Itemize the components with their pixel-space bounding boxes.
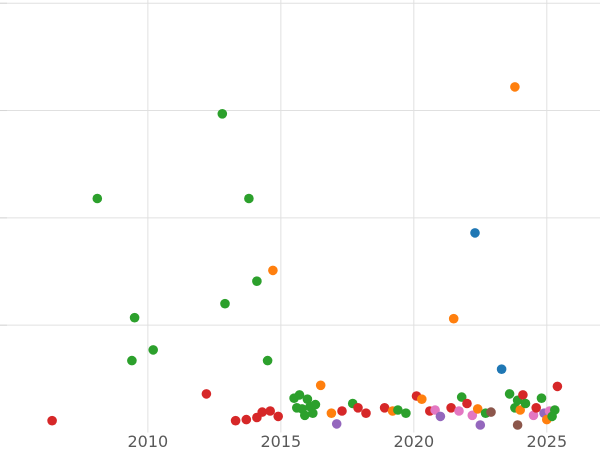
x-tick-label: 2010 (128, 432, 169, 450)
scatter-point (467, 410, 478, 421)
scatter-point (265, 406, 276, 416)
scatter-point (496, 364, 507, 375)
scatter-point (217, 109, 228, 119)
scatter-point (353, 403, 363, 413)
scatter-point (486, 407, 496, 417)
scatter-point (510, 82, 520, 92)
x-tick-label: 2020 (393, 432, 434, 450)
scatter-point (448, 313, 459, 324)
scatter-point (262, 355, 273, 366)
scatter-point (273, 411, 284, 422)
scatter-point (393, 405, 403, 415)
scatter-point (520, 398, 531, 409)
scatter-point (148, 345, 158, 355)
scatter-point (92, 193, 103, 204)
scatter-point (302, 394, 313, 405)
scatter-point (294, 390, 305, 400)
scatter-point (547, 411, 557, 422)
scatter-point (331, 419, 342, 429)
scatter-point (462, 398, 472, 409)
scatter-point (129, 312, 140, 323)
scatter-point (504, 389, 515, 399)
scatter-point (230, 415, 241, 426)
scatter-point (257, 407, 268, 417)
scatter-point (435, 411, 446, 422)
scatter-point (528, 410, 539, 421)
scatter-point (446, 403, 456, 413)
scatter-point (252, 276, 262, 287)
scatter-point (512, 420, 523, 430)
scatter-point (47, 415, 57, 426)
scatter-point (456, 392, 467, 402)
scatter-point (308, 408, 318, 419)
scatter-point (244, 193, 254, 204)
scatter-point (470, 228, 480, 238)
x-tick-label: 2025 (526, 432, 567, 450)
scatter-point (536, 393, 547, 404)
scatter-point (241, 414, 252, 425)
x-tick-label: 2015 (260, 432, 301, 450)
scatter-point (315, 380, 326, 391)
scatter-point (361, 408, 371, 419)
scatter-point (268, 265, 278, 276)
scatter-point (417, 394, 427, 405)
scatter-point (310, 399, 321, 410)
scatter-point (472, 404, 483, 414)
scatter-point (552, 381, 563, 392)
scatter-point (401, 408, 411, 419)
scatter-point (518, 390, 528, 400)
scatter-point (430, 405, 440, 415)
scatter-point (127, 355, 137, 366)
scatter-point (337, 406, 347, 416)
scatter-point (379, 403, 390, 413)
scatter-point (531, 403, 541, 413)
scatter-point (515, 405, 525, 415)
scatter-point (326, 408, 337, 419)
scatter-point (454, 406, 464, 416)
scatter-point (220, 298, 230, 309)
scatter-point (300, 410, 310, 421)
scatter-point (475, 420, 486, 430)
scatter-point (201, 389, 212, 399)
